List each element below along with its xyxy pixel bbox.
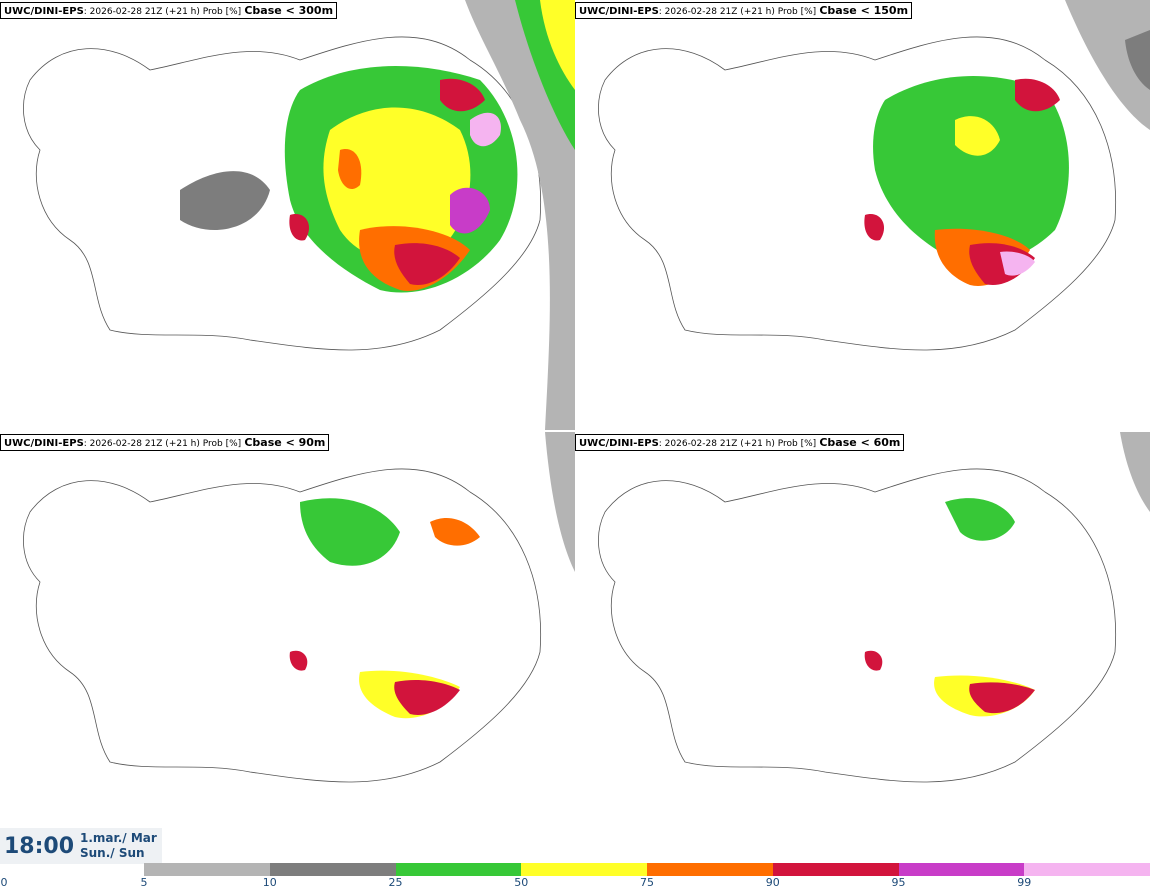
colorbar-segment: [772, 863, 899, 876]
panel-title: UWC/DINI-EPS: 2026-02-28 21Z (+21 h) Pro…: [575, 434, 905, 451]
run-info: : 2026-02-28 21Z (+21 h) Prob [%]: [658, 439, 817, 449]
iceland-map-90: [23, 432, 575, 783]
colorbar-tick-label: 75: [640, 876, 654, 889]
colorbar-segment: [144, 863, 270, 876]
variable-label: Cbase < 90m: [244, 436, 326, 449]
colorbar-tick-label: 0: [0, 876, 8, 889]
map-panel-cbase-90: UWC/DINI-EPS: 2026-02-28 21Z (+21 h) Pro…: [0, 432, 575, 862]
valid-weekday: Sun./ Sun: [80, 846, 145, 860]
valid-time-box: 18:00 1.mar./ Mar Sun./ Sun: [0, 828, 162, 864]
colorbar-segment: [521, 863, 647, 876]
colorbar-segment: [898, 863, 1025, 876]
colorbar-tick-label: 25: [388, 876, 403, 889]
colorbar-segment: [395, 863, 522, 876]
map-panel-cbase-60: UWC/DINI-EPS: 2026-02-28 21Z (+21 h) Pro…: [575, 432, 1150, 862]
panel-title: UWC/DINI-EPS: 2026-02-28 21Z (+21 h) Pro…: [0, 434, 330, 451]
colorbar-tick-label: 90: [765, 876, 780, 889]
colorbar-segment: [1024, 863, 1150, 876]
run-info: : 2026-02-28 21Z (+21 h) Prob [%]: [83, 7, 242, 17]
iceland-map-300: [23, 0, 575, 430]
model-name: UWC/DINI-EPS: [579, 6, 659, 17]
colorbar-tick-label: 10: [262, 876, 277, 889]
variable-label: Cbase < 60m: [819, 436, 901, 449]
model-name: UWC/DINI-EPS: [4, 438, 84, 449]
variable-label: Cbase < 150m: [819, 4, 909, 17]
panel-title: UWC/DINI-EPS: 2026-02-28 21Z (+21 h) Pro…: [575, 2, 913, 19]
colorbar-tick-label: 5: [140, 876, 148, 889]
map-panel-cbase-300: UWC/DINI-EPS: 2026-02-28 21Z (+21 h) Pro…: [0, 0, 575, 430]
colorbar-tick-label: 50: [514, 876, 529, 889]
panel-title: UWC/DINI-EPS: 2026-02-28 21Z (+21 h) Pro…: [0, 2, 338, 19]
variable-label: Cbase < 300m: [244, 4, 334, 17]
valid-time: 18:00: [4, 834, 75, 859]
valid-date: 1.mar./ Mar: [80, 831, 157, 845]
colorbar-segment: [269, 863, 396, 876]
run-info: : 2026-02-28 21Z (+21 h) Prob [%]: [658, 7, 817, 17]
iceland-map-150: [598, 0, 1150, 351]
map-panel-cbase-150: UWC/DINI-EPS: 2026-02-28 21Z (+21 h) Pro…: [575, 0, 1150, 430]
colorbar-segment: [0, 863, 144, 876]
iceland-map-60: [598, 432, 1150, 783]
colorbar-segment: [647, 863, 773, 876]
model-name: UWC/DINI-EPS: [4, 6, 84, 17]
colorbar-tick-label: 99: [1017, 876, 1032, 889]
model-name: UWC/DINI-EPS: [579, 438, 659, 449]
run-info: : 2026-02-28 21Z (+21 h) Prob [%]: [83, 439, 242, 449]
colorbar-tick-label: 95: [891, 876, 906, 889]
